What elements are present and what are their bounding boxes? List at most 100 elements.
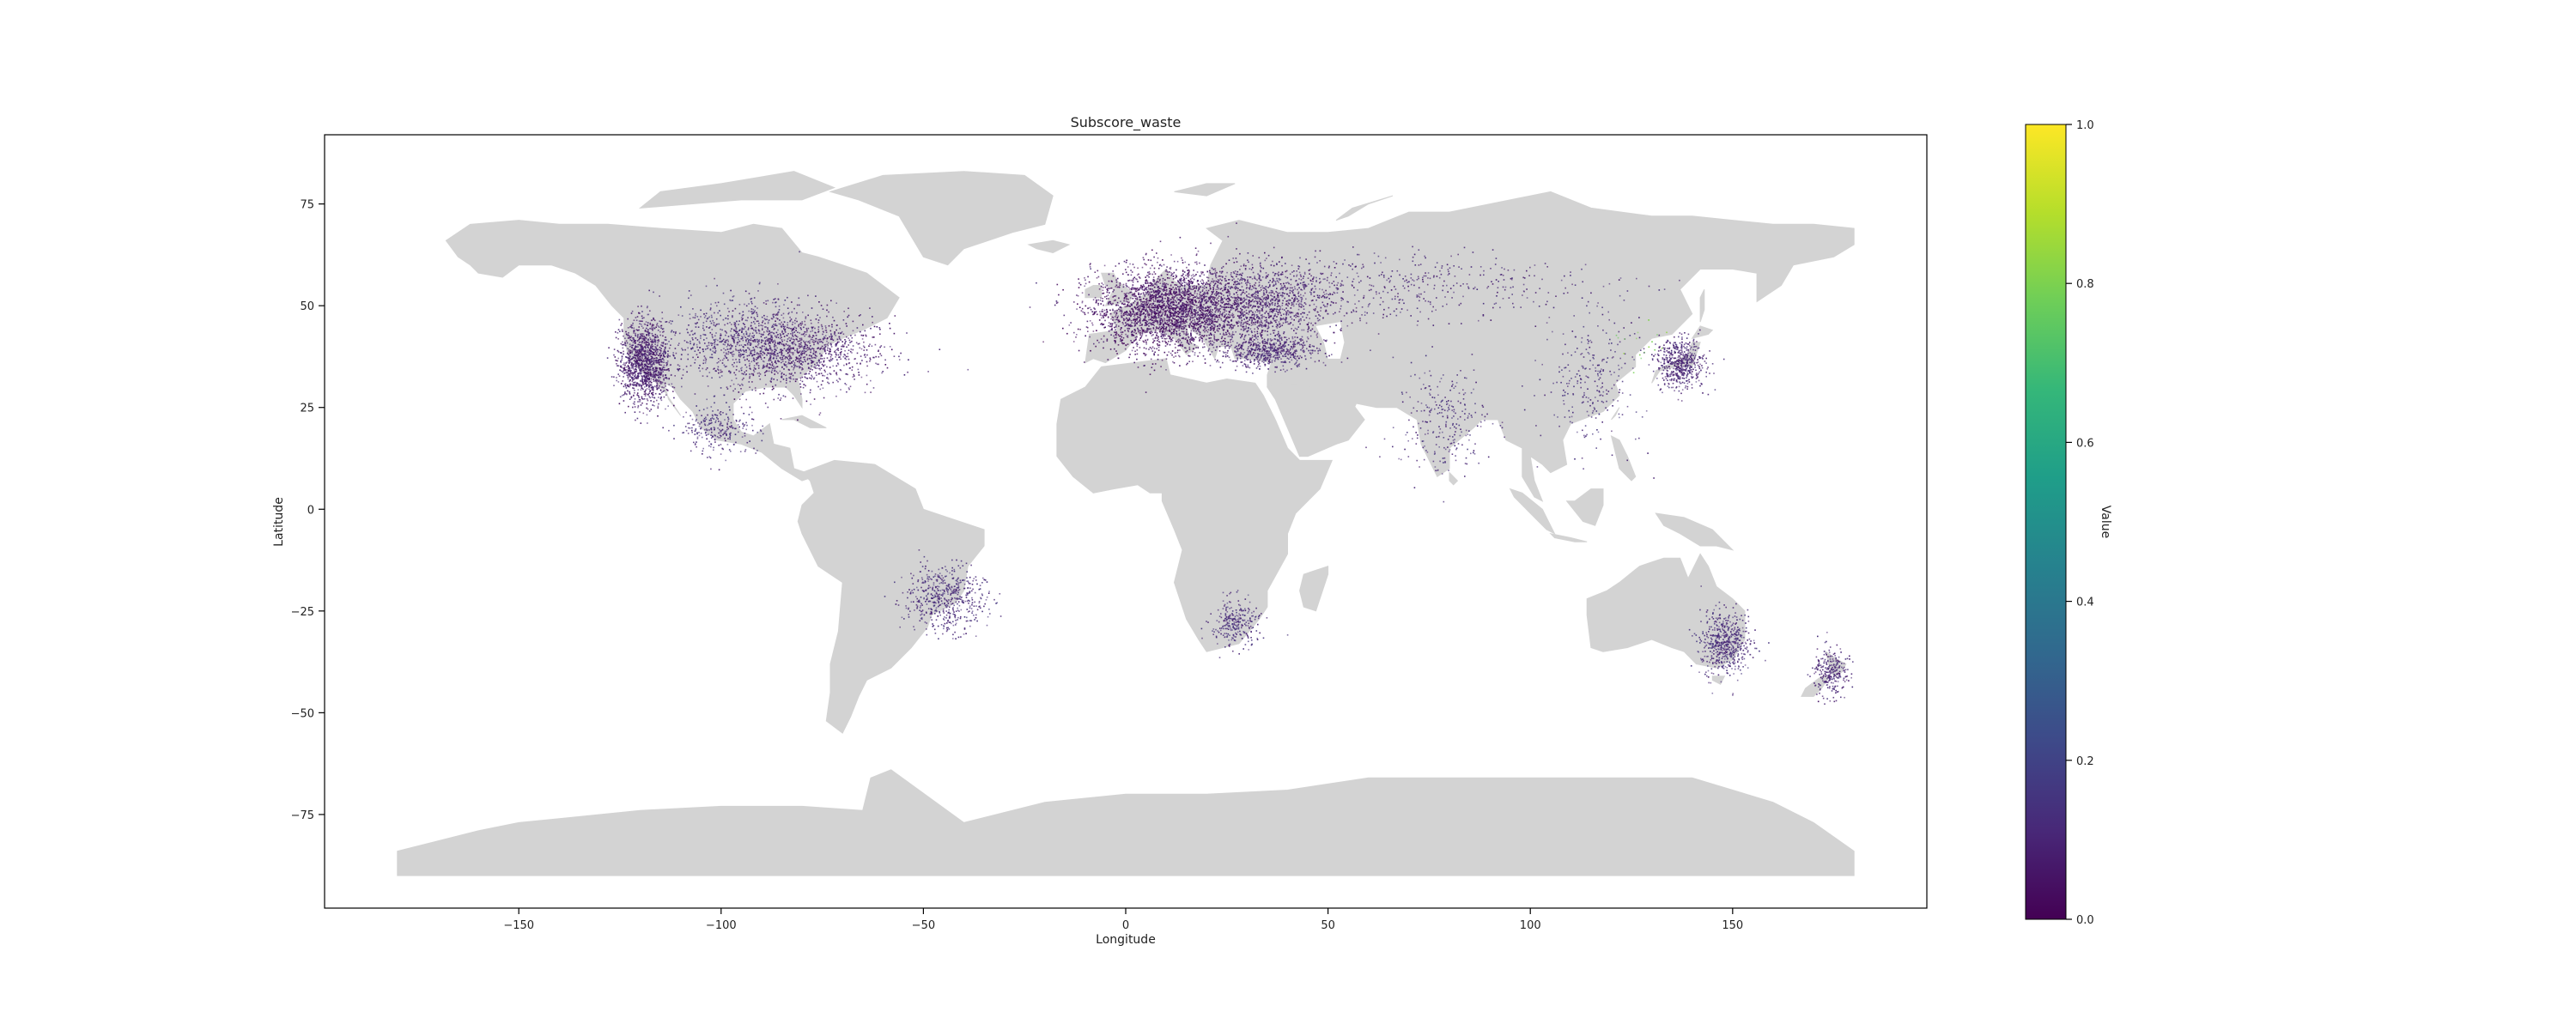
data-point (1160, 366, 1162, 367)
data-point (1167, 319, 1169, 321)
data-point (1273, 318, 1274, 320)
data-point (1173, 330, 1175, 333)
data-point (1201, 321, 1203, 323)
data-point (1170, 352, 1172, 354)
data-point (1305, 317, 1308, 318)
data-point (1261, 305, 1263, 306)
data-point (1261, 309, 1263, 311)
data-point (1253, 300, 1255, 303)
data-point (1241, 298, 1242, 300)
data-point (1174, 318, 1176, 320)
data-point (1253, 318, 1255, 320)
data-point (1102, 324, 1103, 326)
data-point (1455, 282, 1458, 284)
data-point (1170, 272, 1172, 274)
data-point (1126, 311, 1127, 312)
data-point (1300, 306, 1302, 308)
data-point (1163, 279, 1166, 282)
data-point (1177, 345, 1180, 347)
data-point (1127, 280, 1129, 282)
data-point (1193, 276, 1194, 277)
data-point (1534, 264, 1536, 266)
data-point (738, 355, 740, 357)
data-point (1300, 318, 1302, 320)
data-point (799, 365, 800, 367)
data-point (1458, 266, 1460, 268)
data-point (1140, 304, 1142, 306)
data-point (1297, 315, 1300, 318)
data-point (1153, 309, 1156, 311)
data-point (1182, 276, 1185, 278)
data-point (1089, 306, 1091, 309)
data-point (1167, 301, 1169, 304)
data-point (1273, 293, 1275, 295)
data-point (1194, 321, 1196, 323)
data-point (813, 377, 816, 379)
data-point (1171, 325, 1174, 328)
data-point (1272, 310, 1273, 312)
data-point (1232, 314, 1235, 316)
data-point (818, 301, 820, 303)
data-point (1381, 274, 1382, 276)
data-point (1340, 330, 1342, 331)
data-point (1398, 302, 1400, 304)
data-point (1177, 349, 1179, 351)
data-point (1221, 267, 1223, 270)
data-point (1260, 303, 1261, 305)
data-point (1447, 274, 1449, 276)
data-point (1172, 276, 1175, 277)
data-point (1157, 293, 1158, 295)
data-point (1276, 327, 1279, 329)
data-point (749, 386, 750, 388)
data-point (1187, 282, 1189, 284)
data-point (1246, 312, 1249, 314)
data-point (1461, 323, 1462, 324)
data-point (1190, 275, 1193, 277)
data-point (1152, 304, 1154, 306)
data-point (1172, 273, 1174, 275)
data-point (1265, 304, 1267, 306)
data-point (879, 328, 881, 330)
data-point (1199, 275, 1201, 277)
data-point (1183, 316, 1186, 318)
data-point (1233, 324, 1236, 326)
data-point (1145, 288, 1147, 289)
data-point (1325, 310, 1327, 312)
data-point (1249, 328, 1252, 330)
data-point (1300, 303, 1302, 306)
data-point (772, 301, 774, 304)
data-point (1221, 326, 1223, 329)
data-point (1157, 343, 1158, 345)
data-point (1261, 322, 1263, 324)
data-point (1287, 305, 1289, 307)
data-point (1230, 341, 1231, 343)
data-point (1321, 288, 1323, 291)
data-point (1169, 293, 1171, 294)
data-point (1094, 308, 1096, 310)
data-point (765, 336, 768, 338)
data-point (1187, 288, 1189, 291)
data-point (1291, 290, 1293, 292)
data-point (1126, 318, 1128, 320)
caspian-sea (1315, 322, 1345, 359)
data-point (801, 376, 804, 379)
data-point (1486, 287, 1488, 289)
data-point (1131, 294, 1133, 296)
data-point (1189, 308, 1192, 310)
data-point (1323, 296, 1326, 298)
data-point (1346, 324, 1349, 327)
data-point (1200, 273, 1203, 275)
data-point (1339, 311, 1340, 312)
data-point (1148, 276, 1150, 278)
data-point (1310, 275, 1312, 277)
data-point (1097, 270, 1099, 272)
data-point (1226, 317, 1228, 318)
data-point (702, 359, 705, 361)
data-point (1207, 350, 1210, 352)
data-point (799, 351, 800, 354)
data-point (1218, 324, 1221, 325)
data-point (1145, 275, 1148, 276)
data-point (736, 366, 738, 367)
data-point (795, 366, 798, 367)
data-point (1172, 337, 1174, 339)
